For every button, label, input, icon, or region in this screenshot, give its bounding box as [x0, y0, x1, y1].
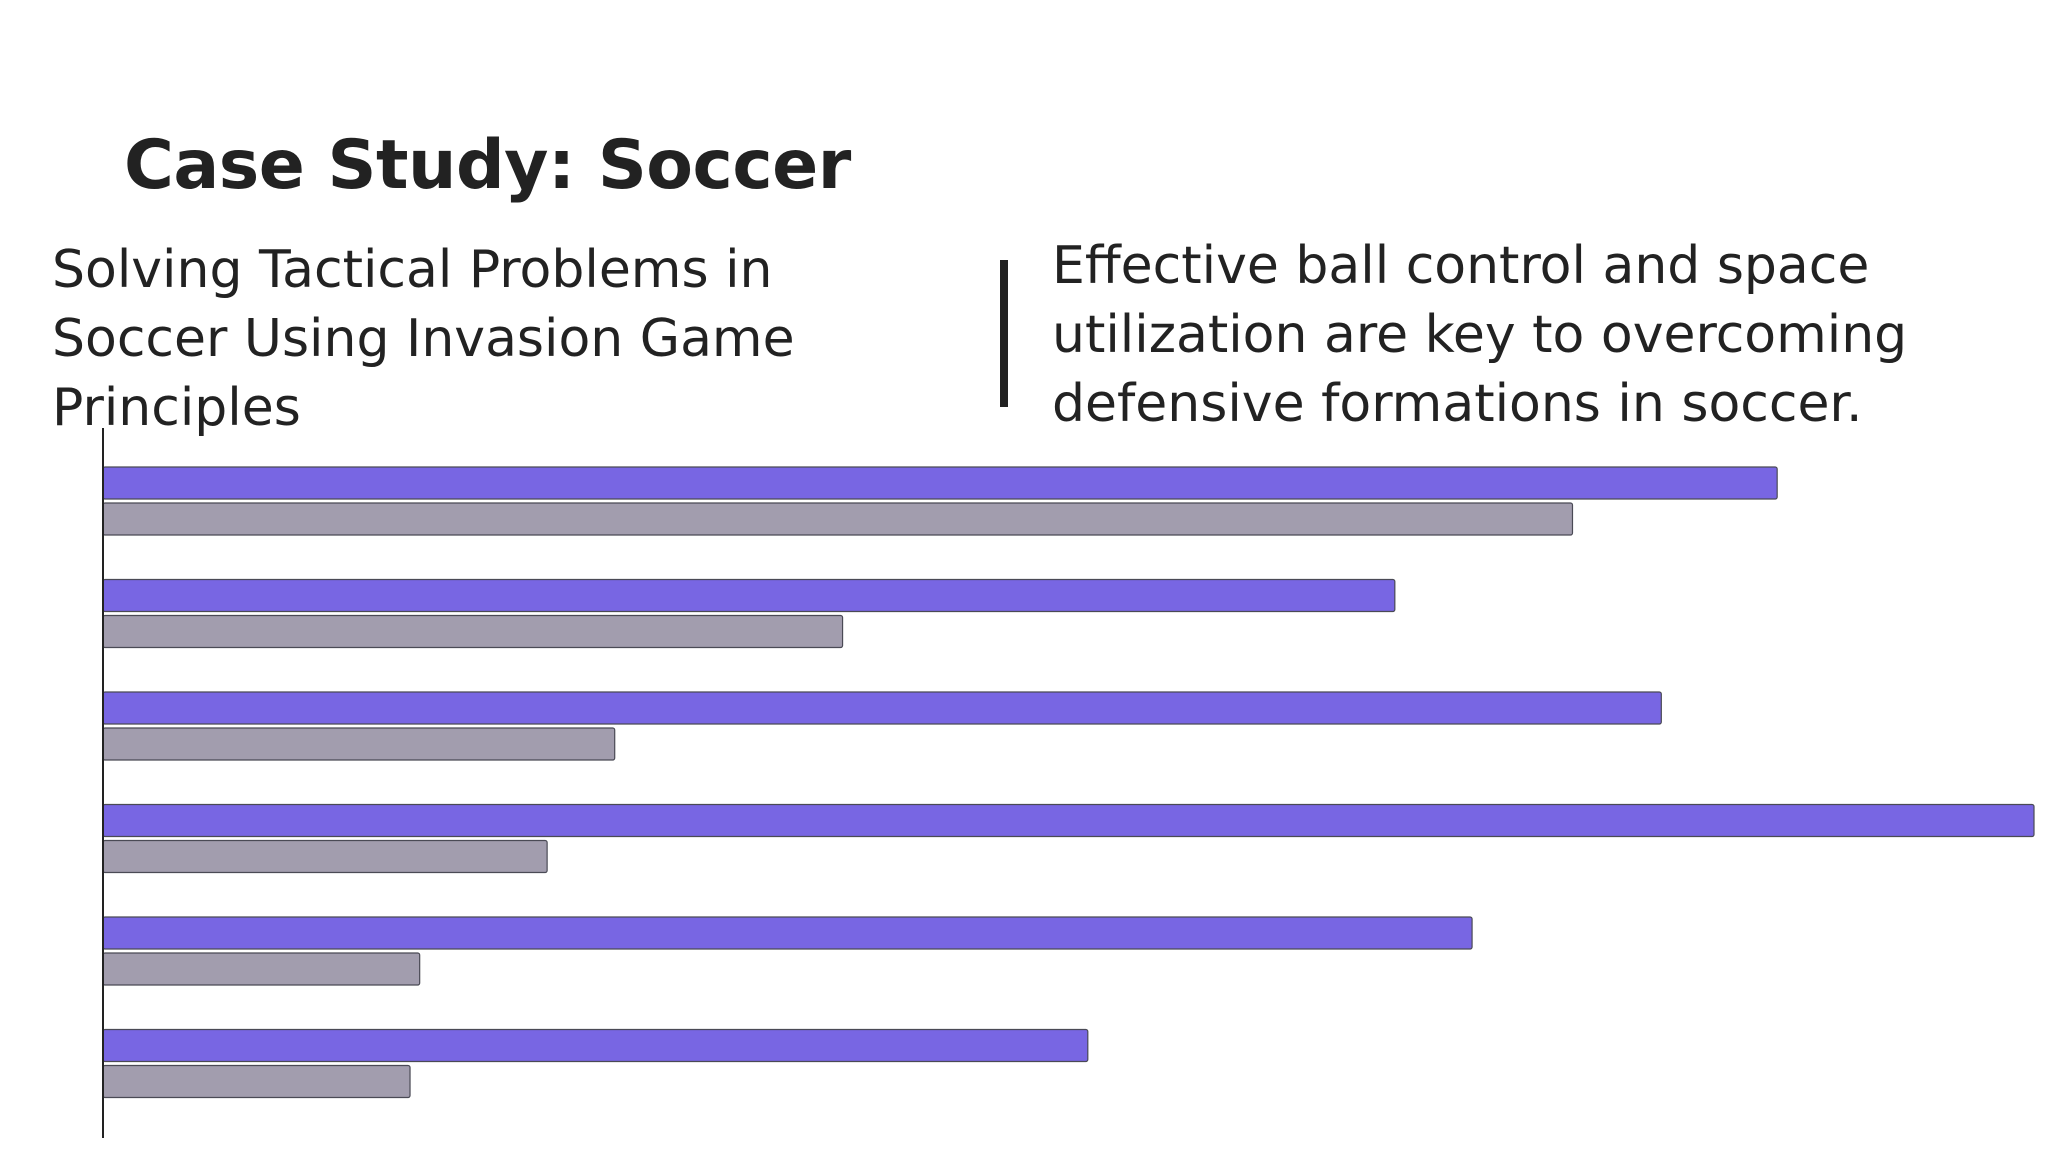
bar-chart: [102, 428, 2035, 1138]
key-takeaway: Effective ball control and space utiliza…: [1052, 236, 1908, 434]
bar-series1-category3: [102, 691, 1662, 725]
bar-series1-category5: [102, 916, 1473, 950]
bar-series2-category4: [102, 839, 548, 874]
bar-series2-category5: [102, 952, 421, 986]
vertical-divider: [1000, 260, 1008, 407]
slide-subtitle: Solving Tactical Problems in Soccer Usin…: [52, 240, 795, 438]
bar-series2-category6: [102, 1064, 411, 1099]
bar-series1-category6: [102, 1028, 1089, 1063]
bar-series2-category2: [102, 614, 844, 649]
bar-series1-category2: [102, 578, 1396, 613]
bar-series2-category1: [102, 502, 1574, 536]
bar-series1-category4: [102, 803, 2035, 838]
slide-title: Case Study: Soccer: [124, 126, 851, 205]
bar-series2-category3: [102, 727, 616, 761]
bar-series1-category1: [102, 466, 1778, 500]
